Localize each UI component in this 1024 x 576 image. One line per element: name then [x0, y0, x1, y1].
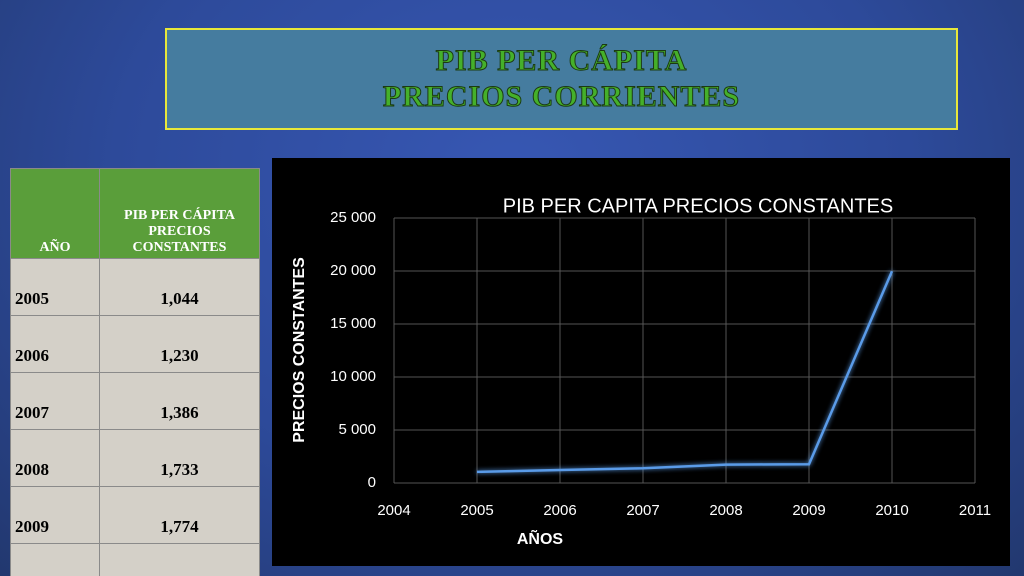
- title-line: PIB PER CÁPITA: [435, 44, 688, 78]
- table-cell: 2010: [10, 543, 100, 576]
- data-table: AÑO PIB PER CÁPITA PRECIOS CONSTANTES 20…: [10, 168, 260, 576]
- y-tick-label: 15 000: [330, 315, 376, 332]
- table-cell: 1,386: [99, 372, 260, 430]
- chart-background: [272, 158, 1010, 566]
- table-row: 2008 1,733: [10, 429, 260, 487]
- table-cell: 19,978: [99, 543, 260, 576]
- x-axis-label: AÑOS: [517, 528, 564, 548]
- y-tick-label: 20 000: [330, 262, 376, 279]
- chart-title: PIB PER CAPITA PRECIOS CONSTANTES: [503, 195, 893, 217]
- y-tick-label: 10 000: [330, 368, 376, 385]
- table-row: 2007 1,386: [10, 372, 260, 430]
- data-line: [476, 270, 894, 474]
- y-tick-label: 0: [368, 474, 376, 491]
- x-tick-label: 2006: [543, 502, 576, 519]
- title-box: PIB PER CÁPITA PRECIOS CORRIENTES: [165, 28, 958, 130]
- x-tick-label: 2007: [626, 502, 659, 519]
- table-cell: 1,733: [99, 429, 260, 487]
- x-tick-label: 2008: [709, 502, 742, 519]
- x-tick-label: 2010: [875, 502, 908, 519]
- table-cell: 1,774: [99, 486, 260, 544]
- header-cell: PIB PER CÁPITA PRECIOS CONSTANTES: [99, 168, 260, 259]
- table-row: 201019,978: [10, 543, 260, 576]
- x-tick-label: 2009: [792, 502, 825, 519]
- y-tick-label: 5 000: [338, 421, 376, 438]
- table-cell: 1,230: [99, 315, 260, 373]
- table-cell: 1,044: [99, 258, 260, 316]
- table-cell: 2005: [10, 258, 100, 316]
- table-cell: 2008: [10, 429, 100, 487]
- x-tick-label: 2004: [377, 502, 410, 519]
- y-axis-label: PRECIOS CONSTANTES: [291, 257, 308, 443]
- title-line: PRECIOS CORRIENTES: [382, 80, 741, 114]
- table-row: 2005 1,044: [10, 258, 260, 316]
- x-tick-label: 2011: [959, 502, 991, 519]
- x-tick-label: 2005: [460, 502, 493, 519]
- table-cell: 2007: [10, 372, 100, 430]
- y-tick-label: 25 000: [330, 209, 376, 226]
- header-row: AÑO PIB PER CÁPITA PRECIOS CONSTANTES: [10, 168, 260, 259]
- table-row: 2006 1,230: [10, 315, 260, 373]
- table-cell: 2006: [10, 315, 100, 373]
- table-row: 2009 1,774: [10, 486, 260, 544]
- table-cell: 2009: [10, 486, 100, 544]
